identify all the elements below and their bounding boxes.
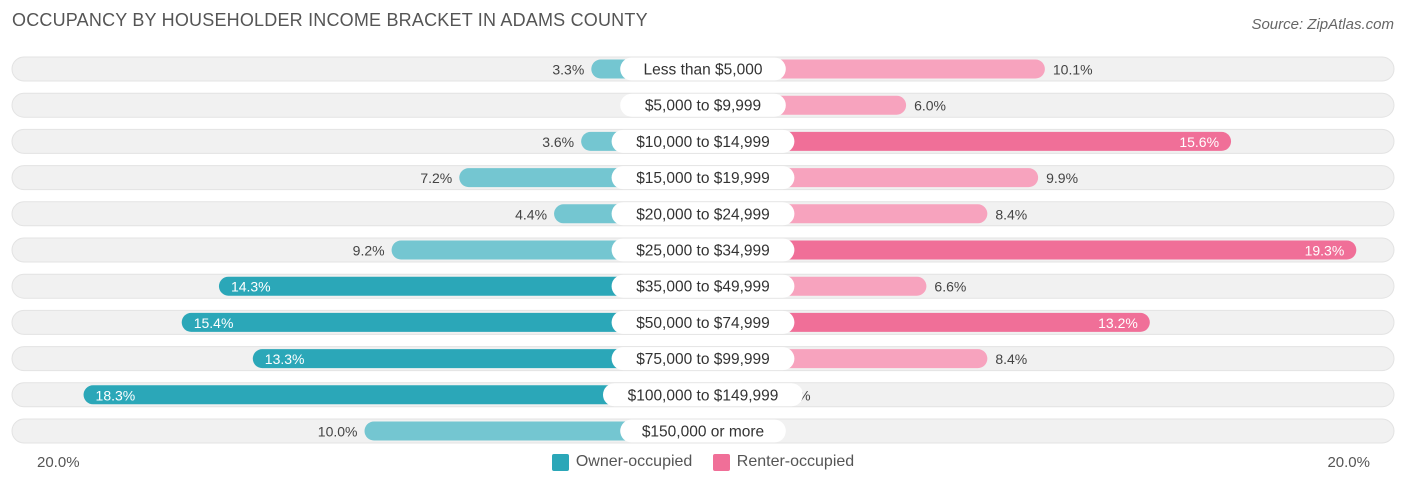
renter-value-label: 8.4% — [995, 206, 1027, 222]
category-pill — [611, 238, 795, 262]
category-pill — [611, 274, 795, 298]
legend-swatch-renter — [712, 453, 730, 471]
bar-row: 0.95%6.0%$5,000 to $9,999 — [11, 92, 1395, 118]
category-pill — [611, 129, 795, 153]
renter-value-label: 15.6% — [1179, 134, 1219, 150]
category-pill — [611, 347, 795, 371]
category-pill — [611, 202, 795, 226]
category-pill — [620, 57, 786, 81]
category-label: $100,000 to $149,999 — [628, 387, 779, 404]
owner-bar[interactable] — [181, 312, 713, 332]
bar-row: 14.3% 6.6% $35,000 to $49,999 — [11, 273, 1395, 299]
owner-value-label: 14.3% — [231, 279, 271, 295]
category-label: $5,000 to $9,999 — [645, 98, 761, 115]
legend-swatch-owner — [551, 453, 569, 471]
category-label: $25,000 to $34,999 — [636, 243, 770, 260]
category-pill — [620, 419, 786, 443]
category-label: $50,000 to $74,999 — [636, 315, 770, 332]
bar-row: 10.0%0.52%$150,000 or more — [11, 418, 1395, 444]
owner-value-label: 18.3% — [96, 387, 136, 403]
legend-item-renter[interactable]: Renter-occupied — [712, 453, 855, 471]
category-pill — [603, 383, 803, 407]
owner-bar[interactable] — [83, 385, 714, 405]
chart-source: Source: ZipAtlas.com — [1251, 16, 1394, 33]
renter-value-label: 13.2% — [1098, 315, 1138, 331]
diverging-bar-chart: 3.3%10.1%Less than $5,0000.95%6.0%$5,000… — [11, 56, 1395, 444]
category-pill — [611, 166, 795, 190]
legend-label-renter: Renter-occupied — [736, 453, 855, 470]
owner-value-label: 3.6% — [542, 134, 574, 150]
bar-row: 7.2% 9.9% $15,000 to $19,999 — [11, 165, 1395, 191]
category-pill — [611, 310, 795, 334]
bar-row: 4.4% 8.4% $20,000 to $24,999 — [11, 201, 1395, 227]
owner-value-label: 15.4% — [194, 315, 234, 331]
renter-value-label: 6.0% — [914, 98, 946, 114]
owner-value-label: 7.2% — [420, 170, 452, 186]
owner-value-label: 4.4% — [515, 206, 547, 222]
owner-bar[interactable] — [218, 276, 713, 296]
bar-row: 13.3% 8.4% $75,000 to $99,999 — [11, 346, 1395, 372]
axis-left-label: 20.0% — [37, 454, 80, 471]
category-label: $35,000 to $49,999 — [636, 279, 770, 296]
bar-row: 18.3%2.0%$100,000 to $149,999 — [11, 382, 1395, 408]
owner-value-label: 13.3% — [265, 351, 305, 367]
category-label: Less than $5,000 — [644, 62, 763, 79]
bar-row: 15.4% 13.2% $50,000 to $74,999 — [11, 309, 1395, 335]
chart-title: OCCUPANCY BY HOUSEHOLDER INCOME BRACKET … — [12, 10, 648, 30]
renter-bar[interactable] — [693, 131, 1232, 151]
owner-value-label: 9.2% — [353, 243, 385, 259]
renter-bar[interactable] — [693, 312, 1150, 332]
legend: Owner-occupied Renter-occupied — [0, 453, 1406, 476]
renter-value-label: 8.4% — [995, 351, 1027, 367]
owner-value-label: 3.3% — [552, 62, 584, 78]
renter-value-label: 6.6% — [934, 279, 966, 295]
category-pill — [620, 93, 786, 117]
renter-value-label: 10.1% — [1053, 62, 1093, 78]
bar-row: 9.2% 19.3% $25,000 to $34,999 — [11, 237, 1395, 263]
owner-bar[interactable] — [252, 349, 714, 369]
owner-value-label: 10.0% — [318, 424, 358, 440]
category-label: $15,000 to $19,999 — [636, 170, 770, 187]
legend-item-owner[interactable]: Owner-occupied — [551, 453, 693, 471]
bar-row: 3.6% 15.6% $10,000 to $14,999 — [11, 128, 1395, 154]
renter-value-label: 19.3% — [1305, 243, 1345, 259]
category-label: $150,000 or more — [642, 424, 764, 441]
renter-bar[interactable] — [693, 240, 1357, 260]
category-label: $20,000 to $24,999 — [636, 206, 770, 223]
category-label: $75,000 to $99,999 — [636, 351, 770, 368]
legend-label-owner: Owner-occupied — [575, 453, 693, 470]
bar-row: 3.3% 10.1% Less than $5,000 — [11, 56, 1395, 82]
axis-right-label: 20.0% — [1327, 454, 1370, 471]
category-label: $10,000 to $14,999 — [636, 134, 770, 151]
renter-value-label: 9.9% — [1046, 170, 1078, 186]
